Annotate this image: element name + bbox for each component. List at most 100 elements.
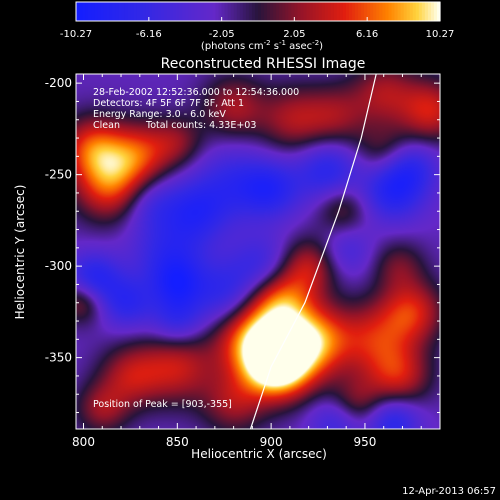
- colorbar-segment: [91, 2, 95, 21]
- x-tick-label: 800: [72, 435, 95, 449]
- annotation-clean: Clean: [93, 120, 120, 131]
- colorbar-segment: [236, 2, 241, 21]
- colorbar-segment: [215, 2, 220, 21]
- colorbar-tick-label: 6.16: [356, 29, 378, 40]
- colorbar-segment: [245, 2, 250, 21]
- colorbar-segment: [227, 2, 232, 21]
- colorbar-segment: [221, 2, 226, 21]
- colorbar-segment: [191, 2, 195, 21]
- colorbar-segment: [182, 2, 186, 21]
- colorbar-segment: [406, 2, 411, 21]
- colorbar-segment: [239, 2, 244, 21]
- colorbar-segment: [327, 2, 332, 21]
- colorbar-segment: [97, 2, 101, 21]
- colorbar-segment: [273, 2, 277, 21]
- colorbar-segment: [209, 2, 214, 21]
- colorbar-segment: [279, 2, 283, 21]
- y-tick-label: -250: [45, 168, 72, 182]
- colorbar-tick-label: -2.05: [209, 29, 235, 40]
- chart-title: Reconstructed RHESSI Image: [161, 56, 366, 72]
- colorbar-segment: [212, 2, 217, 21]
- colorbar-segment: [430, 2, 435, 21]
- colorbar-segment: [321, 2, 326, 21]
- colorbar-segment: [355, 2, 359, 21]
- colorbar-segment: [415, 2, 420, 21]
- colorbar-segment: [306, 2, 311, 21]
- colorbar-label: (photons cm-2 s-1 asec-2): [201, 39, 323, 52]
- colorbar-segment: [173, 2, 177, 21]
- colorbar-segment: [324, 2, 329, 21]
- y-axis: -200 -250 -300 -350: [45, 76, 440, 414]
- colorbar-segment: [312, 2, 317, 21]
- colorbar-segment: [194, 2, 198, 21]
- colorbar-segment: [409, 2, 414, 21]
- colorbar-segment: [367, 2, 371, 21]
- annotation-peak: Position of Peak = [903,-355]: [93, 399, 232, 410]
- colorbar-segment: [261, 2, 265, 21]
- colorbar-segment: [157, 2, 162, 21]
- colorbar-segment: [103, 2, 107, 21]
- y-axis-label: Heliocentric Y (arcsec): [13, 185, 27, 320]
- solar-limb-line: [249, 73, 377, 430]
- colorbar-segment: [230, 2, 235, 21]
- colorbar-segment: [403, 2, 408, 21]
- colorbar-segment: [294, 2, 299, 21]
- colorbar-segment: [300, 2, 305, 21]
- y-tick-label: -300: [45, 259, 72, 273]
- colorbar-segment: [224, 2, 229, 21]
- colorbar-tick-label: -10.27: [60, 29, 92, 40]
- colorbar-segment: [379, 2, 383, 21]
- colorbar-segment: [163, 2, 168, 21]
- colorbar-segment: [370, 2, 374, 21]
- colorbar-segment: [145, 2, 150, 21]
- colorbar-segment: [179, 2, 183, 21]
- colorbar-ticklabels: -10.27 -6.16 -2.05 2.05 6.16 10.27: [60, 29, 454, 40]
- colorbar-segment: [345, 2, 350, 21]
- colorbar-segment: [206, 2, 211, 21]
- annotation-time: 28-Feb-2002 12:52:36.000 to 12:54:36.000: [93, 87, 299, 98]
- colorbar-segment: [185, 2, 189, 21]
- x-tick-label: 950: [353, 435, 376, 449]
- colorbar-segment: [197, 2, 201, 21]
- colorbar-segment: [382, 2, 386, 21]
- colorbar-segment: [433, 2, 438, 21]
- colorbar-segment: [270, 2, 274, 21]
- colorbar-segment: [424, 2, 429, 21]
- colorbar-segment: [124, 2, 129, 21]
- colorbar-segment: [339, 2, 344, 21]
- colorbar-segment: [418, 2, 423, 21]
- colorbar-segment: [400, 2, 405, 21]
- colorbar-segment: [412, 2, 417, 21]
- colorbar-segment: [421, 2, 426, 21]
- colorbar-segment: [127, 2, 132, 21]
- colorbar-segment: [291, 2, 295, 21]
- colorbar-segment: [170, 2, 174, 21]
- colorbar-segment: [76, 2, 80, 21]
- colorbar-segment: [427, 2, 432, 21]
- colorbar-segment: [139, 2, 144, 21]
- colorbar-segment: [167, 2, 171, 21]
- colorbar-segment: [106, 2, 110, 21]
- colorbar-segment: [94, 2, 98, 21]
- annotation-total-counts: Total counts: 4.33E+03: [145, 120, 256, 131]
- colorbar-frame: [75, 1, 441, 22]
- colorbar-segment: [303, 2, 308, 21]
- heatmap-image: [76, 74, 440, 429]
- colorbar-segment: [121, 2, 126, 21]
- colorbar-segment: [200, 2, 204, 21]
- colorbar-tick-label: -6.16: [136, 29, 162, 40]
- colorbar-segment: [85, 2, 89, 21]
- colorbar-segment: [154, 2, 159, 21]
- colorbar-segment: [242, 2, 247, 21]
- colorbar-segment: [336, 2, 341, 21]
- annotation-detectors: Detectors: 4F 5F 6F 7F 8F, Att 1: [93, 98, 244, 109]
- colorbar-segment: [315, 2, 320, 21]
- colorbar-tick-label: 10.27: [426, 29, 455, 40]
- colorbar-segment: [160, 2, 165, 21]
- colorbar-segment: [388, 2, 393, 21]
- annotation-energy: Energy Range: 3.0 - 6.0 keV: [93, 109, 226, 120]
- colorbar-segment: [342, 2, 347, 21]
- colorbar-segment: [251, 2, 256, 21]
- colorbar-segment: [391, 2, 396, 21]
